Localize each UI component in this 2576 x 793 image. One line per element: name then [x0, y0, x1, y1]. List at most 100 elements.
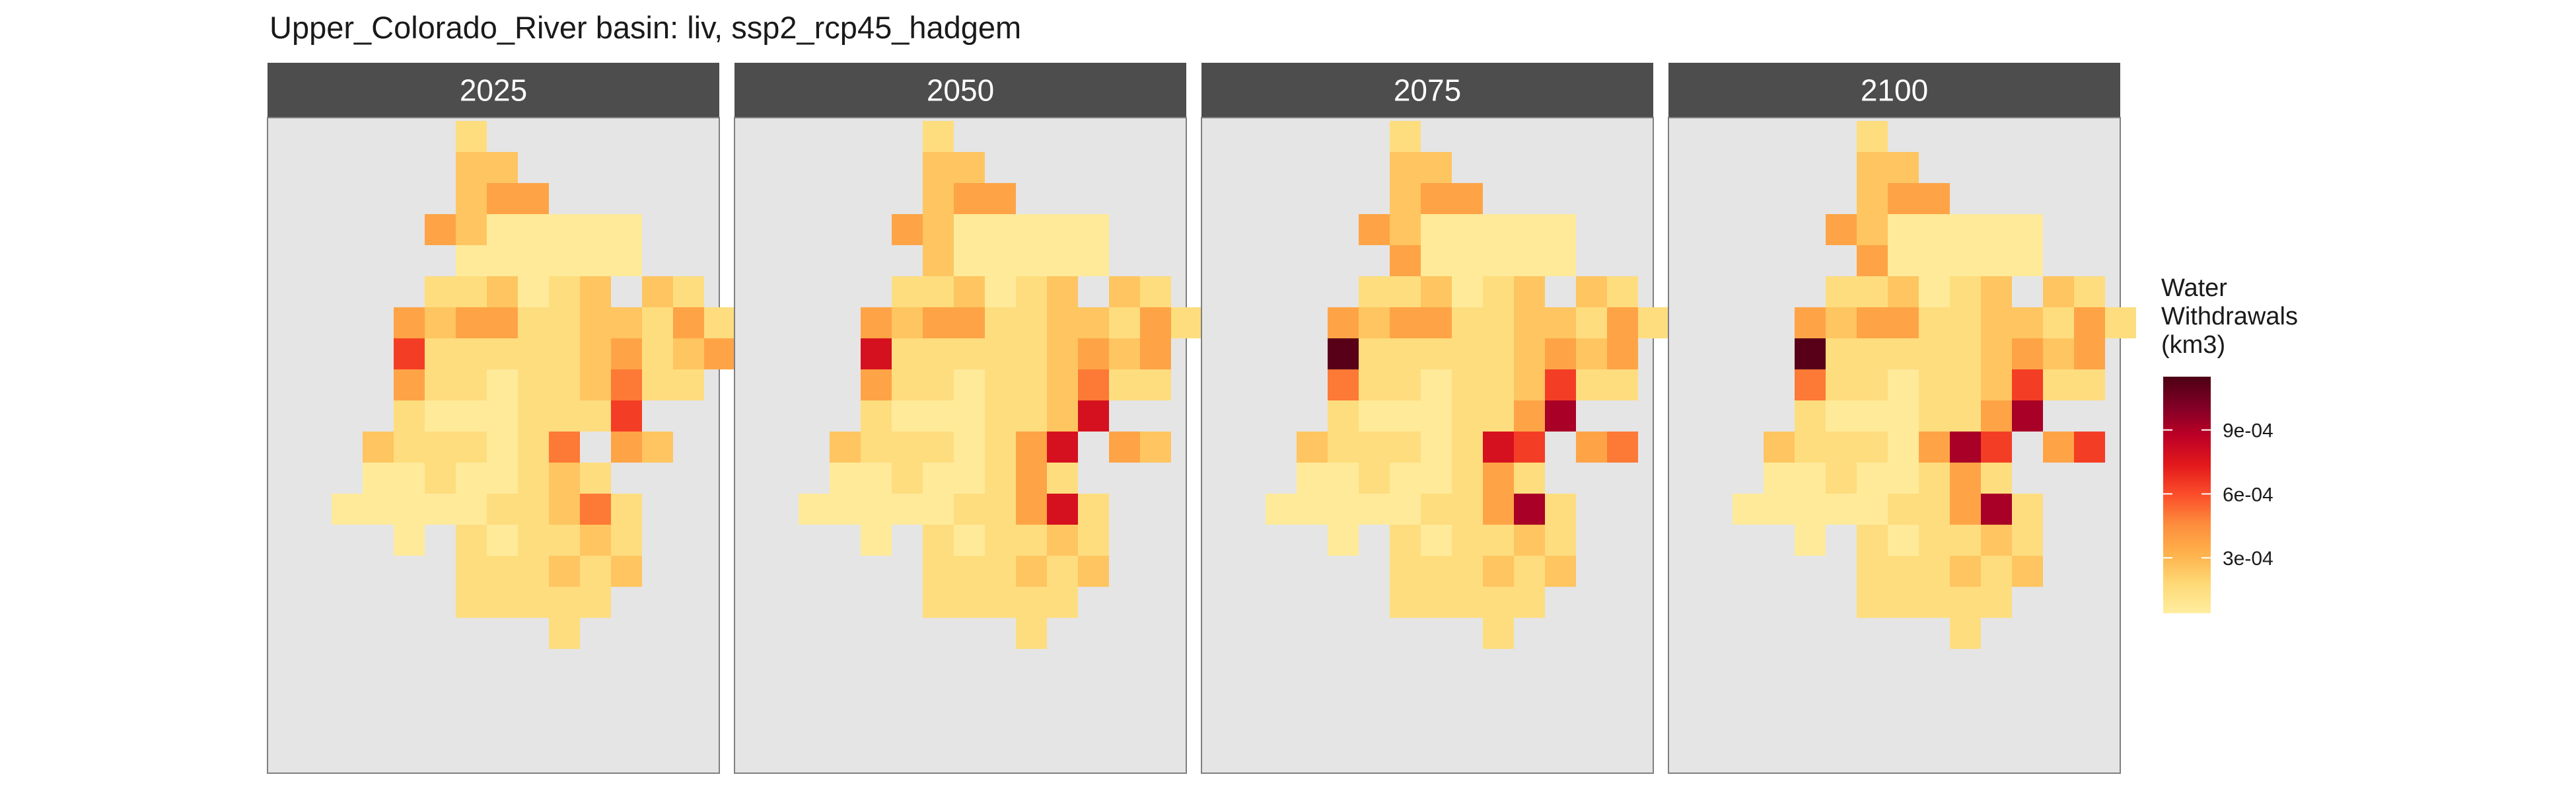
facet-strip-label: 2075 — [1394, 73, 1461, 108]
heatmap-cell — [1919, 400, 1950, 432]
heatmap-cell — [2074, 307, 2105, 338]
heatmap-cell — [923, 494, 954, 525]
heatmap-cell — [642, 338, 673, 369]
heatmap-cell — [1421, 587, 1452, 618]
heatmap-cell — [611, 525, 642, 556]
heatmap-cell — [985, 432, 1016, 463]
heatmap-cell — [487, 432, 518, 463]
heatmap-cell — [518, 525, 549, 556]
heatmap-cell — [549, 214, 580, 245]
heatmap-cell — [1452, 587, 1483, 618]
heatmap-cell — [518, 463, 549, 494]
heatmap-cell — [1514, 307, 1545, 338]
heatmap-cell — [892, 463, 923, 494]
heatmap-cell — [1421, 152, 1452, 183]
heatmap-cell — [923, 121, 954, 152]
heatmap-cell — [1950, 432, 1981, 463]
heatmap-cell — [1483, 276, 1514, 307]
heatmap-cell — [1826, 276, 1857, 307]
heatmap-cell — [456, 587, 487, 618]
heatmap-cell — [1919, 463, 1950, 494]
heatmap-cell — [394, 400, 425, 432]
heatmap-cell — [1576, 276, 1607, 307]
heatmap-cell — [1919, 494, 1950, 525]
heatmap-cell — [1888, 152, 1919, 183]
heatmap-cell — [425, 276, 456, 307]
heatmap-cell — [1452, 245, 1483, 276]
heatmap-cell — [2012, 556, 2043, 587]
heatmap-cell — [985, 276, 1016, 307]
heatmap-cell — [2074, 276, 2105, 307]
heatmap-cell — [1328, 525, 1359, 556]
heatmap-cell — [1452, 400, 1483, 432]
heatmap-cell — [923, 369, 954, 400]
heatmap-cell — [611, 307, 642, 338]
heatmap-cell — [1888, 183, 1919, 214]
heatmap-cell — [1981, 214, 2012, 245]
heatmap-cell — [1421, 214, 1452, 245]
heatmap-cell — [1576, 432, 1607, 463]
heatmap-cell — [2012, 214, 2043, 245]
heatmap-cell — [2012, 400, 2043, 432]
facet-strip — [734, 63, 1186, 118]
heatmap-cell — [549, 618, 580, 649]
heatmap-cell — [425, 338, 456, 369]
heatmap-cell — [549, 494, 580, 525]
heatmap-cell — [1297, 463, 1328, 494]
heatmap-cell — [1421, 307, 1452, 338]
heatmap-cell — [1545, 400, 1576, 432]
heatmap-cell — [1514, 214, 1545, 245]
heatmap-cell — [1328, 463, 1359, 494]
heatmap-cell — [1981, 556, 2012, 587]
heatmap-cell — [1514, 525, 1545, 556]
heatmap-cell — [1857, 183, 1888, 214]
heatmap-cell — [923, 152, 954, 183]
heatmap-cell — [487, 183, 518, 214]
heatmap-cell — [1981, 369, 2012, 400]
heatmap-cell — [1981, 338, 2012, 369]
heatmap-cell — [1576, 307, 1607, 338]
heatmap-cell — [704, 307, 735, 338]
heatmap-cell — [1826, 307, 1857, 338]
heatmap-cell — [1421, 556, 1452, 587]
heatmap-cell — [611, 338, 642, 369]
heatmap-cell — [954, 587, 985, 618]
heatmap-cell — [1359, 276, 1390, 307]
heatmap-cell — [1607, 276, 1638, 307]
heatmap-cell — [1328, 369, 1359, 400]
heatmap-cell — [954, 463, 985, 494]
heatmap-cell — [1514, 276, 1545, 307]
heatmap-cell — [1047, 525, 1078, 556]
heatmap-cell — [1421, 276, 1452, 307]
heatmap-cell — [2105, 307, 2136, 338]
heatmap-cell — [580, 494, 611, 525]
heatmap-cell — [1140, 276, 1171, 307]
heatmap-cell — [1919, 432, 1950, 463]
heatmap-cell — [1795, 432, 1826, 463]
heatmap-cell — [954, 276, 985, 307]
heatmap-cell — [456, 276, 487, 307]
heatmap-cell — [1857, 121, 1888, 152]
heatmap-cell — [1047, 587, 1078, 618]
heatmap-cell — [487, 556, 518, 587]
heatmap-cell — [1888, 338, 1919, 369]
heatmap-cell — [673, 276, 704, 307]
heatmap-cell — [425, 432, 456, 463]
heatmap-cell — [1981, 276, 2012, 307]
heatmap-cell — [1016, 432, 1047, 463]
heatmap-cell — [1981, 463, 2012, 494]
heatmap-cell — [456, 121, 487, 152]
heatmap-cell — [2012, 494, 2043, 525]
heatmap-cell — [1764, 494, 1795, 525]
heatmap-cell — [954, 307, 985, 338]
heatmap-cell — [456, 152, 487, 183]
heatmap-cell — [1607, 432, 1638, 463]
heatmap-cell — [1016, 587, 1047, 618]
heatmap-cell — [2074, 338, 2105, 369]
heatmap-cell — [580, 245, 611, 276]
heatmap-cell — [954, 369, 985, 400]
heatmap-cell — [1421, 338, 1452, 369]
heatmap-cell — [1483, 587, 1514, 618]
heatmap-cell — [1514, 556, 1545, 587]
heatmap-cell — [704, 338, 735, 369]
